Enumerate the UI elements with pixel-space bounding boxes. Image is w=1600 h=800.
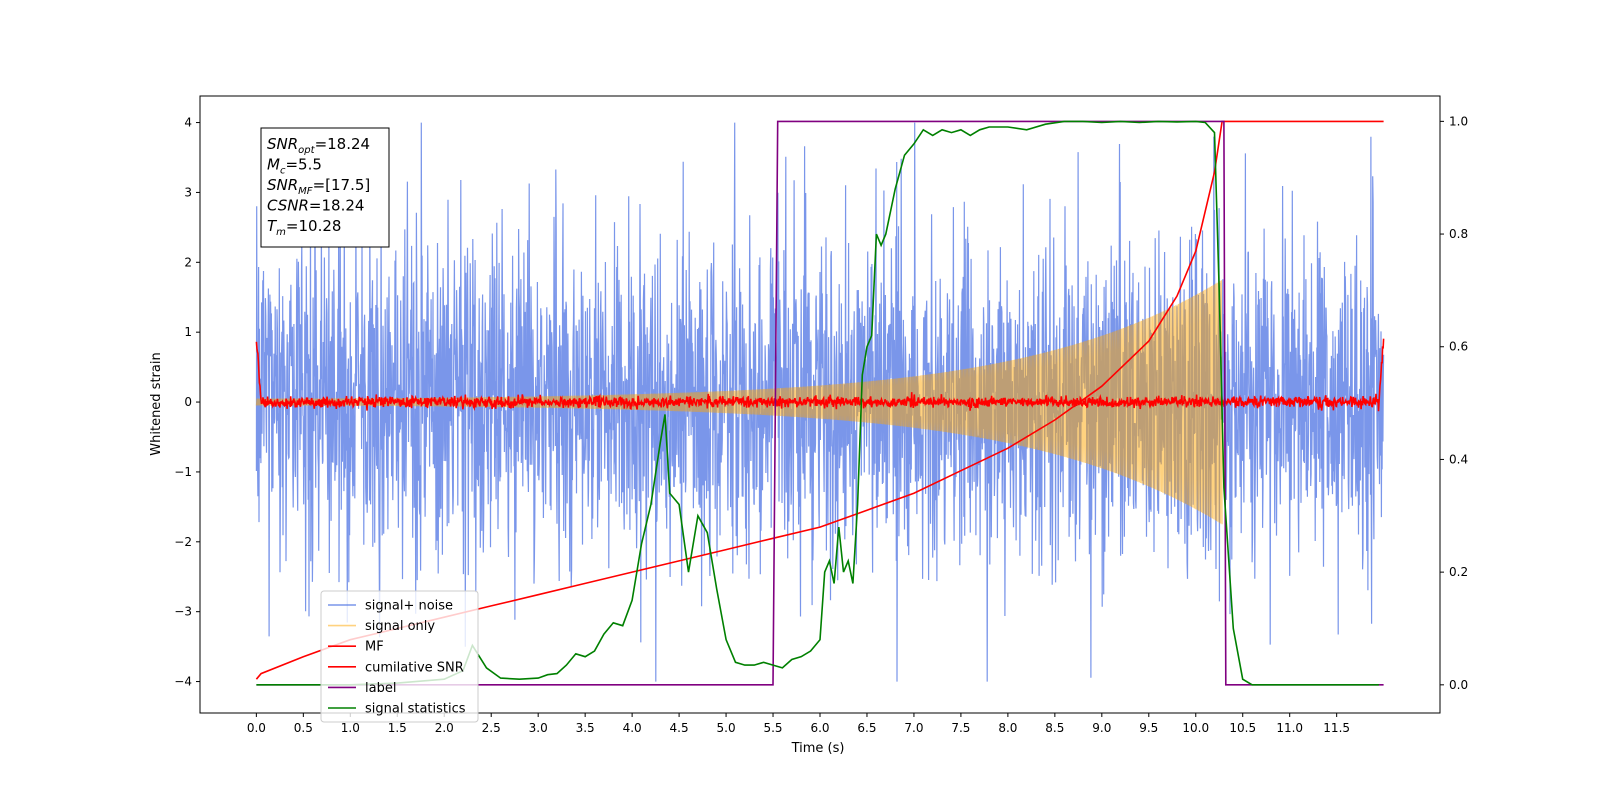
x-tick-label: 4.5 — [670, 721, 689, 735]
x-tick-label: 3.0 — [529, 721, 548, 735]
annotation-box: SNRopt=18.24Mc=5.5SNRMF=[17.5]CSNR=18.24… — [260, 127, 390, 248]
y-axis-label: Whitened strain — [149, 352, 164, 455]
x-tick-label: 7.5 — [951, 721, 970, 735]
right-y-tick-label: 0.0 — [1449, 678, 1468, 692]
y-tick-label: 2 — [184, 255, 192, 269]
x-tick-label: 9.0 — [1092, 721, 1111, 735]
y-tick-label: 4 — [184, 116, 192, 130]
y-tick-label: −2 — [174, 535, 192, 549]
x-tick-label: 4.0 — [623, 721, 642, 735]
annotation-line: SNRopt=18.24 — [267, 135, 370, 156]
y-tick-label: −1 — [174, 465, 192, 479]
annotation-frame — [260, 127, 390, 248]
legend-label: signal+ noise — [365, 599, 453, 614]
y-tick-label: 1 — [184, 325, 192, 339]
series-mf-line — [255, 338, 1385, 412]
legend-frame — [320, 590, 479, 723]
x-tick-label: 1.0 — [341, 721, 360, 735]
x-tick-label: 6.0 — [810, 721, 829, 735]
right-y-tick-label: 0.4 — [1449, 452, 1468, 466]
annotation-line: Mc=5.5 — [267, 156, 322, 177]
annotation-line: SNRMF=[17.5] — [267, 176, 370, 197]
x-tick-label: 6.5 — [857, 721, 876, 735]
x-tick-label: 2.0 — [435, 721, 454, 735]
x-tick-label: 2.5 — [482, 721, 501, 735]
x-tick-label: 8.5 — [1045, 721, 1064, 735]
annotation-line: CSNR=18.24 — [267, 197, 364, 215]
right-y-tick-label: 0.2 — [1449, 565, 1468, 579]
annotation-line: Tm=10.28 — [267, 217, 341, 238]
x-tick-label: 3.5 — [576, 721, 595, 735]
ticks-layer: 0.0 0.5 1.0 1.5 2.0 2.5 3.0 3.5 4.0 4.5 5.0 5.5 6.0 6… — [174, 114, 1468, 735]
x-tick-label: 11.5 — [1323, 721, 1350, 735]
x-axis-label: Time (s) — [791, 741, 845, 756]
legend-label: signal only — [365, 619, 435, 634]
legend-label: signal statistics — [365, 702, 466, 717]
y-tick-label: −3 — [174, 605, 192, 619]
y-tick-label: 0 — [184, 395, 192, 409]
x-tick-label: 9.5 — [1139, 721, 1158, 735]
x-tick-label: 0.5 — [294, 721, 313, 735]
x-tick-label: 10.5 — [1229, 721, 1256, 735]
y-tick-label: −4 — [174, 675, 192, 689]
legend-label: cumilative SNR — [365, 660, 464, 675]
series-signal-statistics-line — [256, 120, 1379, 686]
right-y-tick-label: 1.0 — [1449, 114, 1468, 128]
right-y-tick-label: 0.6 — [1449, 340, 1468, 354]
y-tick-label: 3 — [184, 185, 192, 199]
x-tick-label: 0.0 — [247, 721, 266, 735]
x-tick-label: 1.5 — [388, 721, 407, 735]
x-tick-label: 10.0 — [1182, 721, 1209, 735]
legend: signal+ noise signal only MF cumilative SNR… — [320, 590, 479, 723]
legend-label: MF — [365, 640, 384, 655]
x-tick-label: 7.0 — [904, 721, 923, 735]
legend-label: label — [365, 681, 396, 696]
x-tick-label: 11.0 — [1276, 721, 1303, 735]
right-y-tick-label: 0.8 — [1449, 227, 1468, 241]
x-tick-label: 5.0 — [717, 721, 736, 735]
x-tick-label: 5.5 — [763, 721, 782, 735]
x-tick-label: 8.0 — [998, 721, 1017, 735]
